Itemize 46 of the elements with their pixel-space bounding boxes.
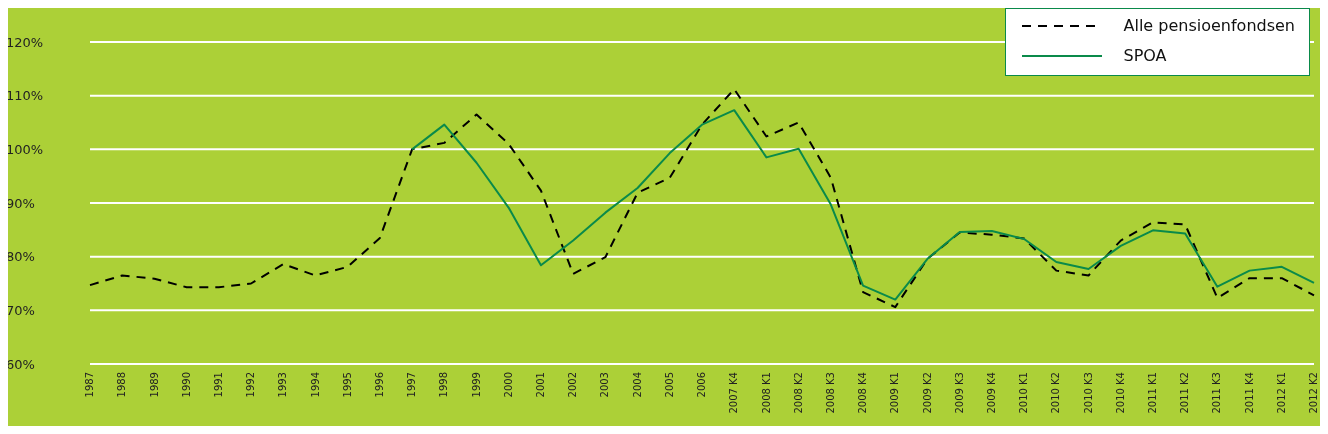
x-tick-label: 2001 [535, 372, 547, 398]
x-tick-label: 2009 K1 [889, 372, 901, 414]
x-tick-label: 2010 K1 [1018, 372, 1030, 414]
x-tick-label: 2008 K2 [792, 372, 804, 414]
x-tick-label: 1996 [373, 372, 385, 398]
x-tick-label: 2005 [663, 372, 675, 398]
x-tick-label: 1995 [341, 372, 353, 398]
x-tick-label: 2008 K1 [760, 372, 772, 414]
y-tick-label: 100% [6, 141, 44, 157]
x-tick-label: 2006 [696, 372, 708, 398]
y-tick-label: 120% [6, 34, 44, 50]
x-tick-label: 1988 [116, 372, 128, 398]
x-tick-label: 2007 K4 [728, 372, 740, 414]
x-tick-label: 1989 [148, 372, 160, 398]
x-tick-label: 2008 K3 [824, 372, 836, 414]
x-tick-label: 2008 K4 [857, 372, 869, 414]
x-tick-label: 2010 K3 [1082, 372, 1094, 414]
x-tick-label: 2009 K2 [921, 372, 933, 414]
line-series [411, 109, 1315, 301]
x-tick-label: 1999 [470, 372, 482, 398]
x-tick-label: 2010 K2 [1050, 372, 1062, 414]
x-tick-label: 2004 [631, 372, 643, 398]
x-tick-label: 1987 [84, 372, 96, 398]
line-series [89, 88, 1315, 309]
x-tick-label: 1991 [212, 372, 224, 398]
x-tick-label: 2010 K4 [1114, 372, 1126, 414]
x-tick-label: 2011 K1 [1147, 372, 1159, 414]
legend-label: SPOA [1123, 45, 1167, 67]
x-tick-label: 2009 K4 [985, 372, 997, 414]
x-tick-label: 1990 [180, 372, 192, 398]
x-tick-label: 2009 K3 [953, 372, 965, 414]
x-tick-label: 1998 [438, 372, 450, 398]
x-tick-label: 2000 [502, 372, 514, 398]
x-tick-label: 2011 K3 [1211, 372, 1223, 414]
x-tick-label: 1997 [406, 372, 418, 398]
x-tick-label: 2011 K2 [1179, 372, 1191, 414]
x-tick-label: 2012 K1 [1275, 372, 1287, 414]
x-tick-label: 2011 K4 [1243, 372, 1255, 414]
x-tick-label: 2012 K2 [1308, 372, 1320, 414]
legend-label: Alle pensioenfondsen [1123, 15, 1295, 37]
x-tick-label: 2002 [567, 372, 579, 398]
y-tick-label: 110% [6, 88, 44, 104]
x-tick-label: 1992 [245, 372, 257, 398]
x-tick-label: 2003 [599, 372, 611, 398]
x-tick-label: 1994 [309, 372, 321, 398]
x-tick-label: 1993 [277, 372, 289, 398]
